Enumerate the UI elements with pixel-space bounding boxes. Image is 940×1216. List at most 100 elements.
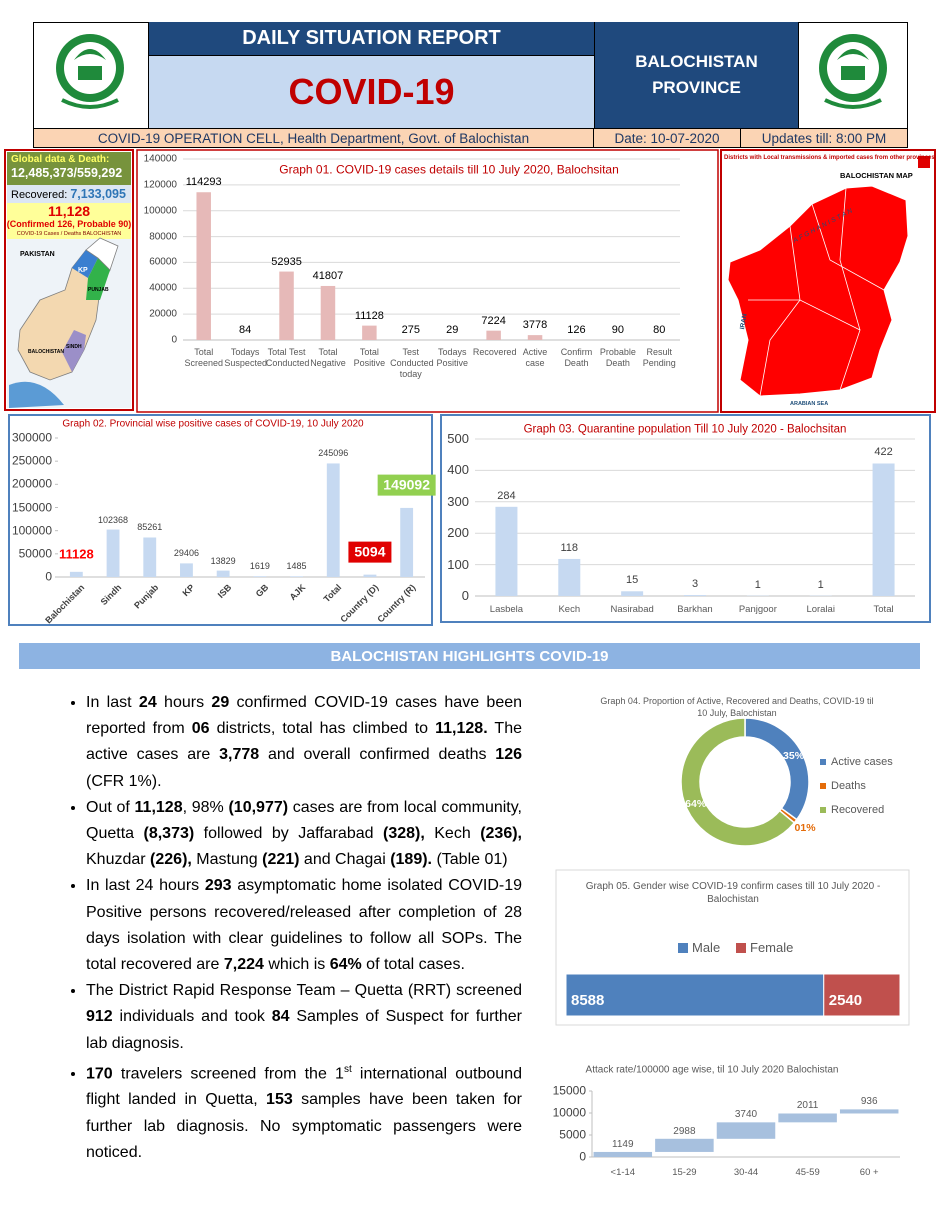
x-tick-label: Panjgoor xyxy=(738,603,777,615)
legend-swatch xyxy=(820,783,826,789)
bar xyxy=(400,507,414,577)
x-tick-label: Total xyxy=(873,603,894,615)
y-tick-label: 400 xyxy=(447,462,469,478)
y-tick-label: 10000 xyxy=(552,1105,586,1120)
data-label: 1149 xyxy=(612,1138,634,1150)
data-label: 11128 xyxy=(354,309,384,322)
global-figures: 12,485,373/559,292 xyxy=(11,166,123,180)
bar xyxy=(106,529,120,577)
y-tick-label: 50000 xyxy=(18,546,52,561)
text: Out of xyxy=(86,798,135,816)
recovered-band xyxy=(7,185,131,203)
legend-label: Deaths xyxy=(831,779,866,792)
y-tick-label: 80000 xyxy=(149,231,177,243)
x-tick-label: Recovered xyxy=(472,347,517,357)
bold-text: 293 xyxy=(204,877,232,895)
y-tick-label: 20000 xyxy=(149,308,177,320)
x-tick-label: <1-14 xyxy=(610,1166,636,1178)
text: districts, total has climbed to xyxy=(209,720,436,738)
map-title: Districts with Local transmissions & imp… xyxy=(724,155,935,161)
data-label: 936 xyxy=(860,1096,878,1108)
y-tick-label: 200 xyxy=(447,525,469,541)
bar xyxy=(143,537,157,577)
bullet: 170 travelers screened from the 1st inte… xyxy=(86,1057,522,1166)
text: Kech xyxy=(424,825,481,843)
data-label: 41807 xyxy=(312,269,344,282)
y-tick-label: 0 xyxy=(171,334,177,346)
bold-text: (226), xyxy=(150,851,192,869)
bold-text: 24 xyxy=(138,694,157,711)
y-tick-label: 140000 xyxy=(143,153,177,165)
text: international outbound flight landed in … xyxy=(86,1065,522,1109)
highlights-title: BALOCHISTAN HIGHLIGHTS COVID-19 xyxy=(19,643,920,669)
data-label: 15 xyxy=(626,574,639,587)
x-tick-label: 15-29 xyxy=(672,1166,697,1178)
legend-swatch xyxy=(678,943,688,953)
text: individuals and took xyxy=(112,1008,272,1026)
bold-text: 64% xyxy=(329,956,362,974)
donut-slice xyxy=(744,717,810,821)
legend-swatch xyxy=(820,807,826,813)
y-tick-label: 100 xyxy=(447,556,469,572)
x-tick-label: Barkhan xyxy=(677,603,713,615)
bold-text: 3,778 xyxy=(219,746,260,764)
y-tick-label: 0 xyxy=(461,587,469,603)
x-tick-label: Result Pending xyxy=(642,347,676,368)
data-label: 13829 xyxy=(210,555,236,566)
district-lines xyxy=(748,187,885,397)
bullet: Out of 11,128, 98% (10,977) cases are fr… xyxy=(86,795,522,874)
x-tick-label: Loralai xyxy=(806,603,835,615)
data-label: 84 xyxy=(239,323,252,336)
local-caption: COVID-19 Cases / Deaths BALOCHISTAN xyxy=(16,231,122,237)
text: hours xyxy=(156,694,212,711)
report-date: Date: 10-07-2020 xyxy=(594,128,741,148)
bar xyxy=(290,576,303,577)
data-label: 8588 xyxy=(571,991,605,1009)
recovered-figure: 7,133,095 xyxy=(70,187,126,201)
cell-name: COVID-19 OPERATION CELL, Health Departme… xyxy=(33,128,594,148)
x-tick-label: Total Screened xyxy=(184,347,223,368)
text: and Chagai xyxy=(299,851,391,869)
logo-right xyxy=(819,34,887,109)
map-label: PAKISTAN xyxy=(20,251,55,258)
chart-title: Graph 05. Gender wise COVID-19 confirm c… xyxy=(585,881,881,905)
bold-text: (10,977) xyxy=(228,798,289,816)
legend-swatch xyxy=(736,943,746,953)
bar xyxy=(839,1109,899,1114)
bold-text: (8,373) xyxy=(143,825,195,843)
x-tick-label: Lasbela xyxy=(489,603,524,615)
data-label: 29 xyxy=(446,323,459,336)
data-label: 5094 xyxy=(348,541,392,563)
bar xyxy=(69,571,83,577)
data-label: 126 xyxy=(567,323,586,336)
x-tick-label: Nasirabad xyxy=(610,603,654,615)
map-label: SINDH xyxy=(66,344,82,350)
data-label: 422 xyxy=(874,446,893,459)
global-header xyxy=(7,152,131,185)
data-label: 3 xyxy=(691,577,699,590)
data-label: 3778 xyxy=(522,319,548,332)
y-tick-label: 0 xyxy=(579,1149,586,1164)
legend-label: Active cases xyxy=(831,755,893,768)
data-label: 1485 xyxy=(286,561,307,572)
map-legend-swatch xyxy=(918,156,930,168)
bold-text: 11,128. xyxy=(435,720,488,738)
bold-text: (189). xyxy=(390,851,432,869)
text: of total cases. xyxy=(361,956,465,974)
legend-swatch xyxy=(820,759,826,765)
x-tick-label: 45-59 xyxy=(795,1166,820,1178)
recovered-line: Recovered: 7,133,095 xyxy=(11,187,126,202)
text: travelers screened from the 1 xyxy=(112,1065,344,1083)
data-label: 52935 xyxy=(271,255,302,268)
text: Samples of Suspect for further lab diagn… xyxy=(86,1008,522,1052)
data-label: 2540 xyxy=(828,991,863,1009)
y-tick-label: 100000 xyxy=(11,523,52,538)
bar-segment xyxy=(565,973,825,1017)
text: and overall confirmed deaths xyxy=(259,746,496,764)
bar xyxy=(216,570,230,577)
text: which is xyxy=(263,956,330,974)
text: asymptomatic home isolated COVID-19 Posi… xyxy=(86,877,522,974)
graph-03-box xyxy=(440,414,931,623)
